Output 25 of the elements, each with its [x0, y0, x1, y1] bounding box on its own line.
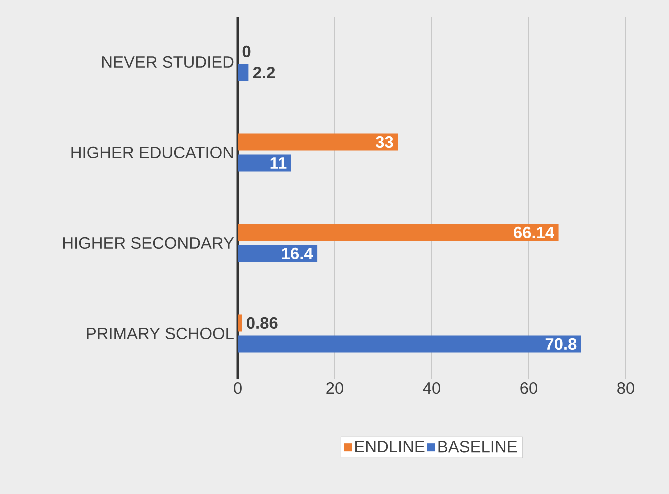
bar — [238, 134, 398, 151]
data-label: 2.2 — [253, 66, 276, 78]
x-tick-label: 60 — [520, 382, 538, 394]
bar — [238, 314, 242, 332]
bar — [238, 154, 292, 172]
bar — [238, 224, 559, 242]
data-label: 16.4 — [282, 248, 314, 260]
y-tick-label: PRIMARY SCHOOL — [87, 328, 234, 340]
legend-label: BASELINE — [438, 441, 518, 453]
data-label: 70.8 — [546, 338, 577, 350]
bar — [238, 336, 582, 353]
data-label: 0.86 — [247, 317, 278, 330]
data-label: 33 — [376, 136, 394, 148]
data-label: 0 — [242, 46, 251, 58]
y-tick-label: HIGHER SECONDARY — [64, 237, 234, 250]
x-tick-label: 40 — [423, 382, 441, 394]
x-tick-label: 0 — [234, 382, 242, 394]
bar — [238, 64, 249, 82]
x-tick-label: 20 — [326, 382, 344, 394]
x-tick-label: 80 — [618, 382, 635, 394]
data-label: 11 — [270, 158, 287, 169]
legend-label: ENDLINE — [356, 441, 425, 452]
data-label: 66.14 — [514, 226, 554, 239]
y-tick-label: NEVER STUDIED — [102, 56, 234, 68]
y-tick-label: HIGHER EDUCATION — [72, 146, 234, 159]
